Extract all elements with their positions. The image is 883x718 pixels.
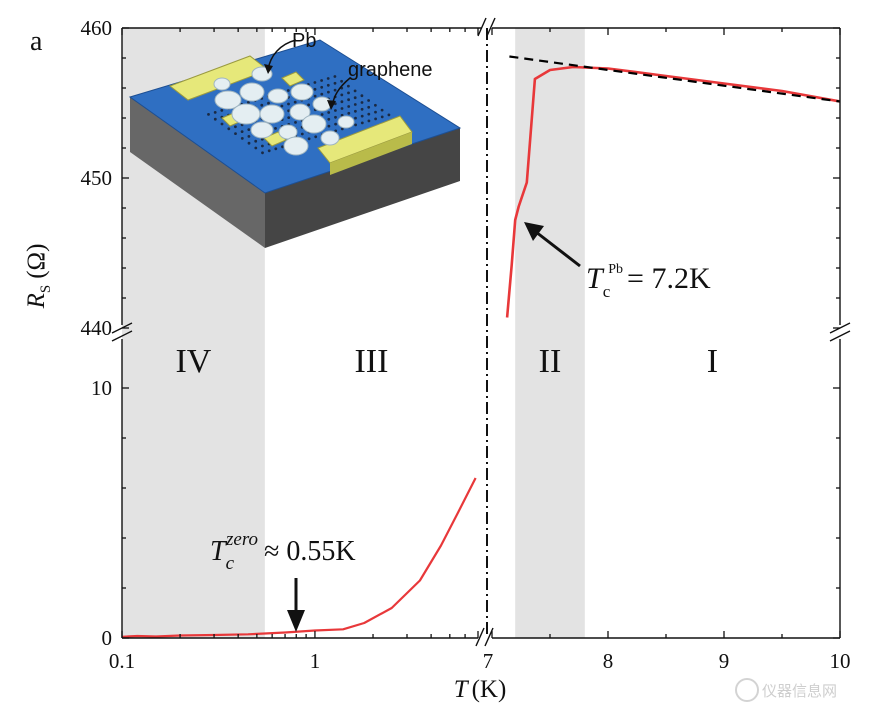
y-tick-label: 440 (81, 316, 113, 340)
x-tick-label: 10 (830, 649, 851, 673)
region-label-i: I (707, 343, 718, 380)
x-axis-symbol: T (454, 676, 470, 703)
resistance-curve-low-T (122, 477, 477, 638)
region-label-ii: II (539, 343, 562, 380)
annotation-symbol: T (210, 536, 228, 567)
x-tick-label: 7 (483, 649, 494, 673)
axis-ticks (121, 27, 841, 639)
x-tick-label: 1 (310, 649, 321, 673)
substrate-side-left (130, 97, 265, 248)
y-tick-label: 460 (81, 16, 113, 40)
region-label-iii: III (354, 343, 388, 380)
y-tick-labels: 440 450 460 0 10 (81, 16, 113, 650)
watermark: 仪器信息网 (735, 678, 837, 702)
contact-pad-right-side (330, 132, 412, 175)
x-tick-label: 8 (603, 649, 614, 673)
annotation-tc-pb: Tc Pb = 7.2K (524, 222, 711, 301)
tc-zero-arrow-head (287, 610, 305, 632)
substrate-side-right (265, 128, 460, 248)
annotation-subscript: c (603, 282, 611, 301)
annotation-superscript: zero (225, 529, 258, 550)
annotation-text: ≈ 0.55K (264, 536, 356, 567)
annotation-tc-zero: Tc zero ≈ 0.55K (210, 529, 356, 632)
panel-label: a (30, 26, 43, 57)
inset-label-pb: Pb (292, 30, 316, 52)
x-tick-label: 0.1 (109, 649, 135, 673)
y-tick-label: 0 (102, 626, 113, 650)
annotation-subscript: c (226, 553, 235, 574)
svg-text:TcPb= 7.2K: Tc Pb = 7.2K (586, 262, 711, 301)
annotation-symbol: T (586, 262, 605, 295)
y-axis-symbol: R (23, 293, 50, 309)
data-series (122, 55, 840, 638)
device-inset: Pb graphene (128, 30, 462, 248)
y-tick-label: 10 (91, 376, 112, 400)
resistance-curve-high-T (505, 65, 840, 318)
region-labels: IV III II I (175, 343, 718, 380)
watermark-logo-icon (735, 678, 759, 702)
x-axis-title: T (K) (454, 676, 507, 703)
y-axis-subscript: S (38, 285, 54, 293)
x-tick-labels: 0.1 1 7 8 9 10 (109, 649, 851, 673)
x-axis-unit: (K) (472, 676, 507, 703)
x-tick-label: 9 (719, 649, 730, 673)
y-axis-title: RS (Ω) (23, 244, 54, 310)
tc-pb-arrow-shaft (535, 230, 581, 268)
inset-label-graphene: graphene (348, 59, 433, 81)
region-ii-shade (515, 28, 585, 638)
watermark-text: 仪器信息网 (762, 682, 837, 700)
y-axis-unit: (Ω) (23, 244, 50, 279)
region-label-iv: IV (175, 343, 211, 380)
svg-text:Tczero≈ 0.55K: Tc zero ≈ 0.55K (210, 529, 356, 574)
annotation-superscript: Pb (608, 262, 623, 277)
y-tick-label: 450 (81, 166, 113, 190)
linear-fit-dashed (509, 55, 840, 103)
tc-pb-arrow-head (524, 222, 544, 241)
annotation-text: = 7.2K (627, 262, 711, 295)
